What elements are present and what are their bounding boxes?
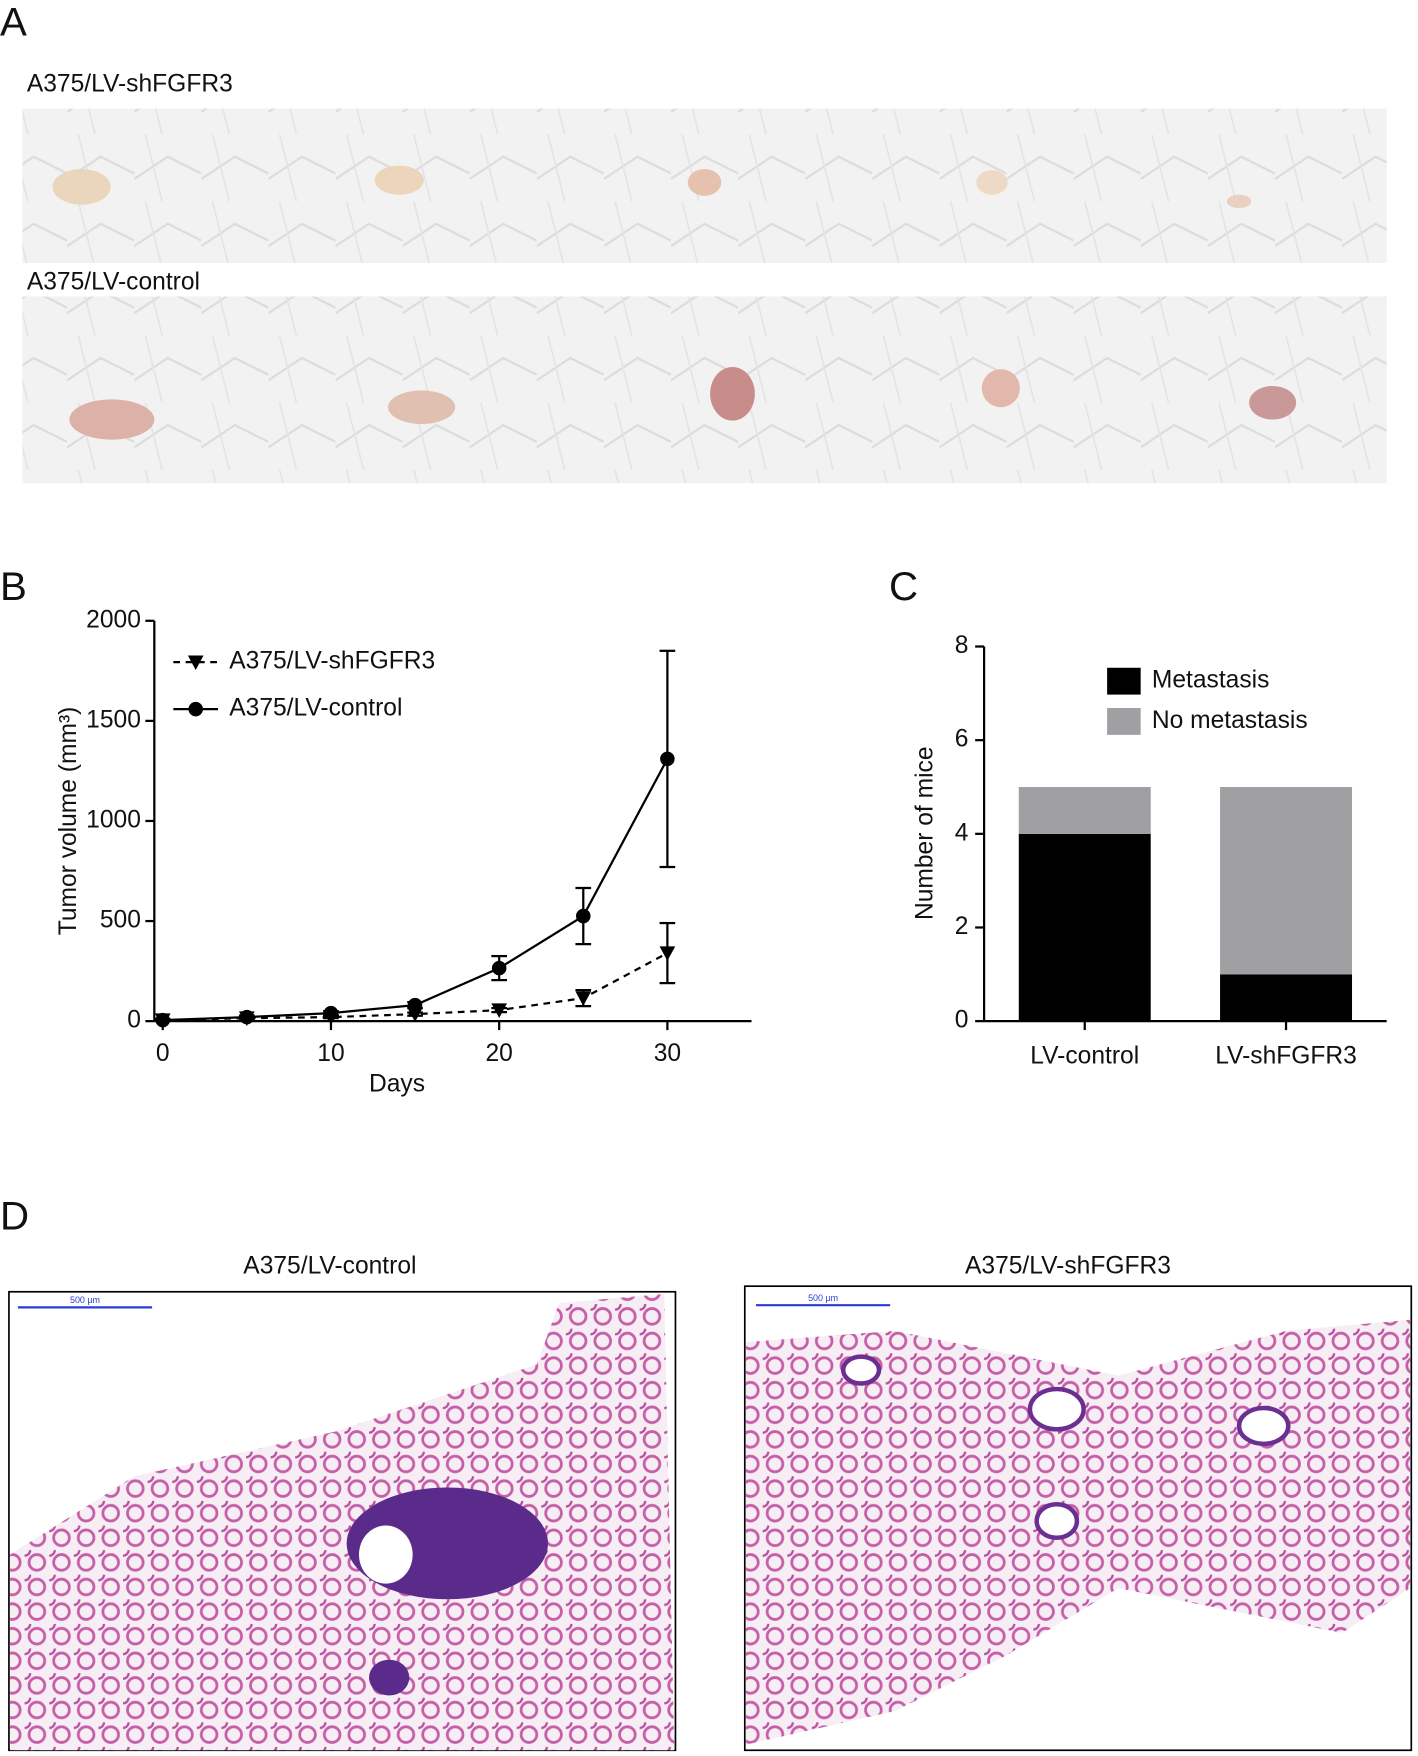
panel-label: D [0, 1194, 29, 1239]
scale-bar-label: 500 µm [70, 1295, 100, 1305]
y-tick-label: 0 [955, 1007, 969, 1034]
x-tick-label: 30 [654, 1040, 681, 1067]
photo-label: A375/LV-control [27, 269, 200, 296]
y-tick-label: 2000 [86, 606, 141, 633]
marker [155, 1012, 171, 1028]
photo-label: A375/LV-shFGFR3 [27, 71, 233, 98]
legend-marker [188, 701, 203, 717]
marker [407, 997, 423, 1013]
y-tick-label: 1000 [86, 806, 141, 833]
marker [575, 991, 592, 1006]
tumor-photo [22, 296, 1387, 484]
bar-segment [1018, 786, 1151, 834]
y-tick-label: 4 [955, 819, 969, 846]
legend-label: No metastasis [1152, 707, 1308, 734]
panel-label: C [889, 564, 918, 609]
y-tick-label: 0 [127, 1007, 141, 1034]
image-title: A375/LV-shFGFR3 [965, 1253, 1171, 1280]
panel-label: B [0, 564, 27, 609]
y-axis-label: Number of mice [911, 746, 938, 920]
legend-swatch [1107, 708, 1141, 735]
marker [491, 960, 507, 976]
legend-label: A375/LV-control [229, 695, 402, 722]
marker [659, 946, 676, 961]
scale-bar-label: 500 µm [808, 1293, 838, 1303]
legend-marker [187, 655, 204, 670]
y-tick-label: 500 [100, 907, 141, 934]
panel-label: A [0, 0, 27, 44]
bar-segment [1220, 786, 1353, 975]
x-tick-label: 10 [317, 1040, 344, 1067]
bar-segment [1220, 974, 1353, 1022]
image-title: A375/LV-control [243, 1253, 416, 1280]
legend-swatch [1107, 667, 1141, 695]
marker [323, 1005, 339, 1021]
bar-segment [1018, 833, 1151, 1022]
x-tick-label: 20 [485, 1040, 512, 1067]
x-tick-label: 0 [156, 1040, 170, 1067]
marker [660, 751, 675, 767]
series-line [162, 758, 669, 1022]
histology-image: 500 µm [8, 1290, 677, 1752]
legend-label: A375/LV-shFGFR3 [229, 648, 435, 675]
x-axis-label: Days [369, 1070, 425, 1097]
histology-image: 500 µm [743, 1285, 1413, 1752]
legend-label: Metastasis [1152, 667, 1270, 694]
marker [239, 1009, 255, 1025]
tumors [69, 366, 1297, 440]
x-tick-label: LV-control [1030, 1042, 1139, 1069]
marker [491, 1003, 507, 1018]
y-tick-label: 1500 [86, 706, 141, 733]
y-tick-label: 6 [955, 726, 969, 753]
y-tick-label: 2 [955, 913, 969, 940]
tumors [52, 165, 1252, 209]
x-tick-label: LV-shFGFR3 [1215, 1042, 1357, 1069]
marker [576, 908, 591, 924]
y-tick-label: 8 [955, 632, 969, 659]
y-axis-label: Tumor volume (mm³) [55, 707, 82, 936]
